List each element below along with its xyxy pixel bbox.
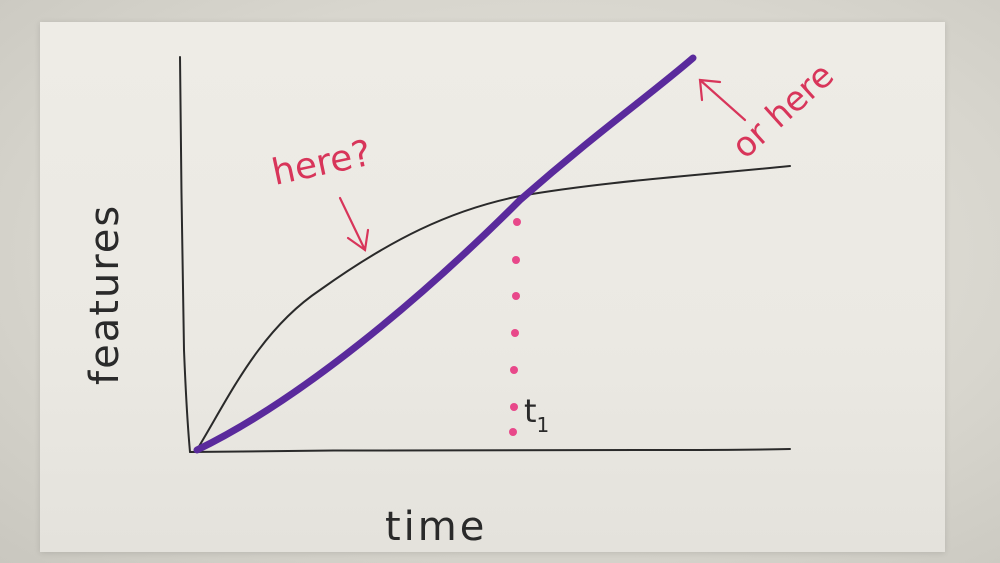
arrow-down-icon [338,196,370,252]
paper-card [40,22,945,552]
x-axis-label: time [385,504,487,550]
annotation-here: here? [268,133,375,194]
x-axis [189,448,791,453]
arrow-up-left-icon [698,78,747,122]
t1-marker-label: t1 [524,392,549,437]
straight-line [193,54,697,454]
saturating-curve [197,165,791,449]
y-axis [179,56,191,453]
annotation-or-here: or here [724,55,842,167]
y-axis-label: features [82,204,128,385]
t1-marker-line [509,218,521,436]
